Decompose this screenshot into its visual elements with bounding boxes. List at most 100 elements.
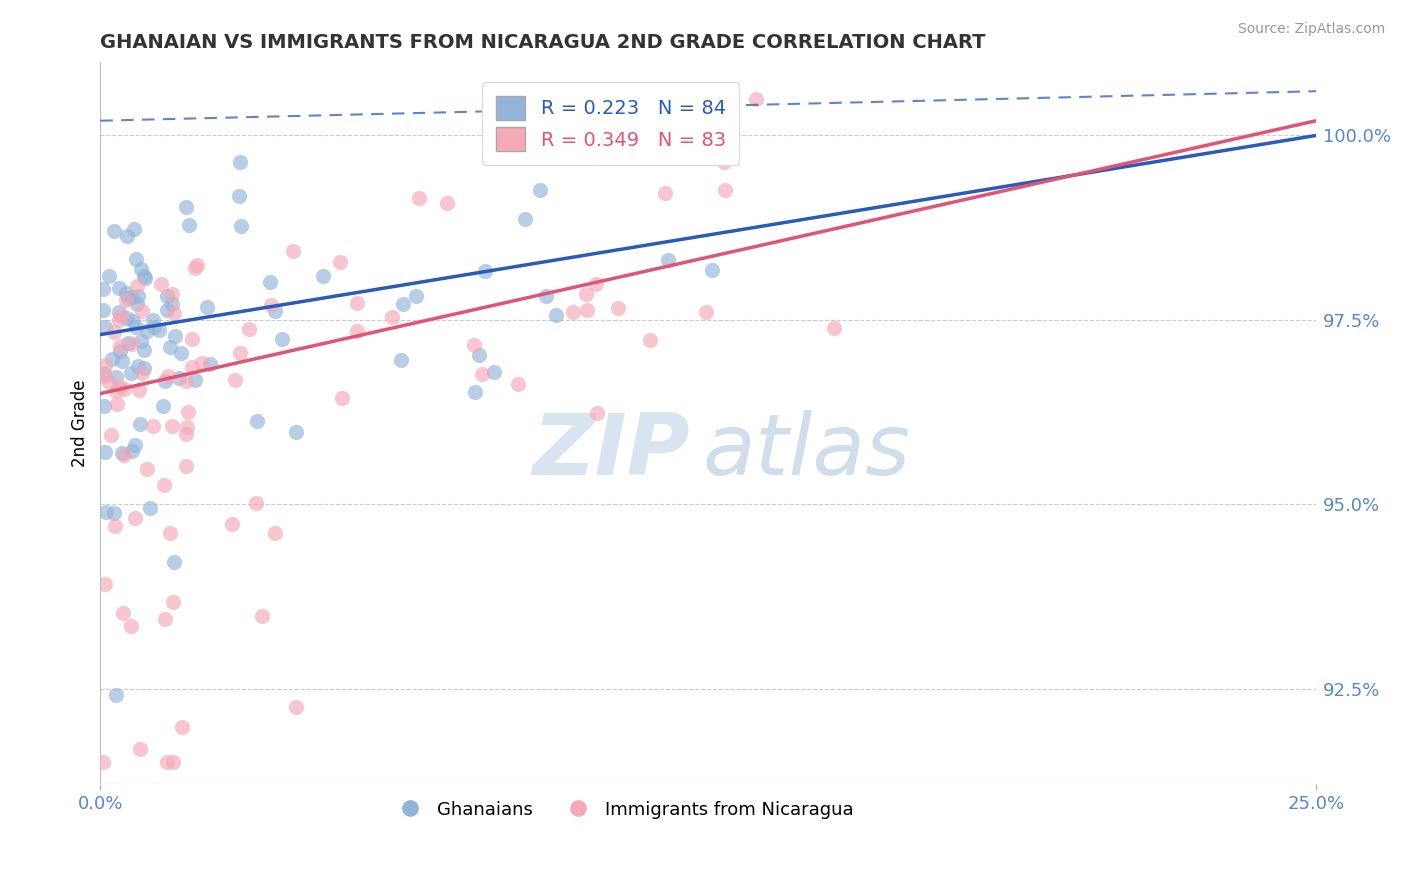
Point <box>174 374 197 388</box>
Point <box>91 756 114 770</box>
Point <box>100 428 122 442</box>
Point <box>93 399 115 413</box>
Point <box>97 375 120 389</box>
Point <box>745 92 768 106</box>
Point <box>104 689 127 703</box>
Point <box>170 345 193 359</box>
Point <box>529 183 551 197</box>
Point <box>128 383 150 397</box>
Point <box>134 271 156 285</box>
Point <box>139 500 162 515</box>
Point <box>284 700 307 714</box>
Point <box>228 189 250 203</box>
Point <box>115 228 138 243</box>
Point <box>127 288 149 302</box>
Point <box>111 445 134 459</box>
Text: atlas: atlas <box>702 410 910 493</box>
Point <box>114 285 136 300</box>
Point <box>200 357 222 371</box>
Point <box>436 195 458 210</box>
Legend: Ghanaians, Immigrants from Nicaragua: Ghanaians, Immigrants from Nicaragua <box>385 794 862 826</box>
Point <box>546 308 568 322</box>
Point <box>108 380 131 394</box>
Point <box>474 263 496 277</box>
Point <box>162 297 184 311</box>
Point <box>152 399 174 413</box>
Point <box>165 329 187 343</box>
Point <box>163 556 186 570</box>
Point <box>107 313 129 327</box>
Point <box>259 275 281 289</box>
Point <box>135 324 157 338</box>
Point <box>264 525 287 540</box>
Point <box>823 321 845 335</box>
Point <box>162 595 184 609</box>
Point <box>467 348 489 362</box>
Point <box>159 340 181 354</box>
Point <box>245 414 267 428</box>
Point <box>245 495 267 509</box>
Point <box>93 366 115 380</box>
Point <box>94 319 117 334</box>
Point <box>108 339 131 353</box>
Point <box>482 365 505 379</box>
Point <box>561 304 583 318</box>
Point <box>124 438 146 452</box>
Point <box>153 612 176 626</box>
Point <box>105 397 128 411</box>
Point <box>111 354 134 368</box>
Point <box>103 506 125 520</box>
Point <box>654 186 676 201</box>
Point <box>607 301 630 316</box>
Point <box>181 359 204 374</box>
Point <box>408 191 430 205</box>
Text: Source: ZipAtlas.com: Source: ZipAtlas.com <box>1237 22 1385 37</box>
Point <box>91 303 114 318</box>
Point <box>128 417 150 431</box>
Point <box>157 368 180 383</box>
Point <box>153 375 176 389</box>
Point <box>153 478 176 492</box>
Point <box>127 359 149 374</box>
Point <box>392 296 415 310</box>
Point <box>94 358 117 372</box>
Point <box>329 255 352 269</box>
Point <box>700 262 723 277</box>
Point <box>281 244 304 258</box>
Point <box>107 281 129 295</box>
Point <box>657 252 679 267</box>
Point <box>346 324 368 338</box>
Point <box>508 376 530 391</box>
Point <box>142 313 165 327</box>
Point <box>108 344 131 359</box>
Point <box>127 296 149 310</box>
Point <box>284 425 307 439</box>
Point <box>94 576 117 591</box>
Point <box>405 289 427 303</box>
Point <box>156 289 179 303</box>
Point <box>574 287 596 301</box>
Point <box>114 293 136 308</box>
Point <box>104 369 127 384</box>
Point <box>159 525 181 540</box>
Point <box>330 391 353 405</box>
Point <box>101 351 124 366</box>
Text: ZIP: ZIP <box>533 410 690 493</box>
Point <box>105 384 128 398</box>
Point <box>129 334 152 348</box>
Point <box>108 304 131 318</box>
Point <box>174 458 197 473</box>
Point <box>156 756 179 770</box>
Point <box>117 311 139 326</box>
Point <box>131 367 153 381</box>
Point <box>162 756 184 770</box>
Point <box>121 290 143 304</box>
Point <box>176 419 198 434</box>
Point <box>264 304 287 318</box>
Point <box>170 720 193 734</box>
Point <box>195 300 218 314</box>
Point <box>162 419 184 434</box>
Point <box>167 371 190 385</box>
Point <box>177 404 200 418</box>
Point <box>149 277 172 292</box>
